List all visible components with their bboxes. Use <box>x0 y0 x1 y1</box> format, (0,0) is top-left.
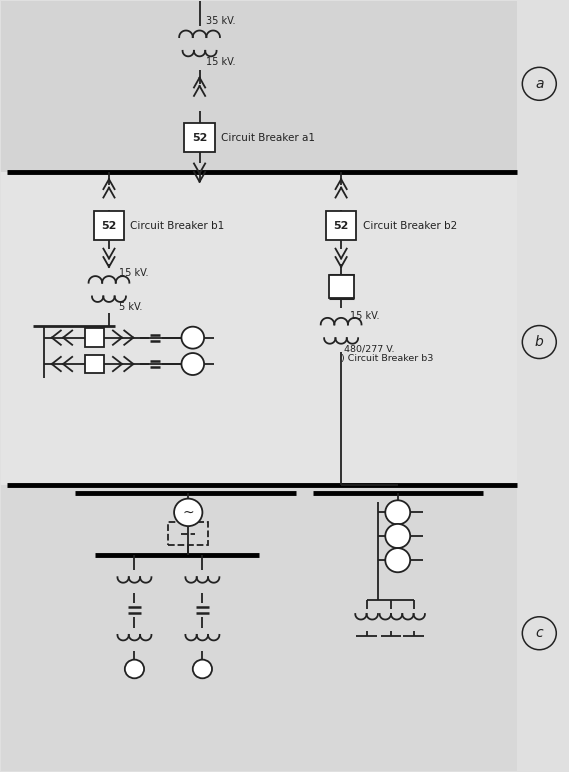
Text: 52: 52 <box>333 221 349 231</box>
Text: ) Circuit Breaker b3: ) Circuit Breaker b3 <box>341 354 434 363</box>
Text: ~: ~ <box>183 506 194 520</box>
Text: Circuit Breaker b2: Circuit Breaker b2 <box>362 221 457 231</box>
Circle shape <box>193 659 212 679</box>
Bar <box>94 211 124 240</box>
Text: 5 kV.: 5 kV. <box>119 302 143 312</box>
Bar <box>85 328 105 347</box>
Bar <box>329 275 353 298</box>
Bar <box>326 211 356 240</box>
Bar <box>184 123 215 153</box>
Bar <box>1 171 517 485</box>
Text: 52: 52 <box>192 133 207 143</box>
Text: 15 kV.: 15 kV. <box>207 57 236 67</box>
Bar <box>85 354 105 374</box>
Text: a: a <box>535 76 543 91</box>
Circle shape <box>182 327 204 349</box>
Text: 15 kV.: 15 kV. <box>119 269 149 279</box>
Bar <box>1 485 517 770</box>
Circle shape <box>385 524 410 548</box>
Circle shape <box>174 499 203 526</box>
Text: Circuit Breaker a1: Circuit Breaker a1 <box>221 133 315 143</box>
Text: 35 kV.: 35 kV. <box>207 15 236 25</box>
Text: Circuit Breaker b1: Circuit Breaker b1 <box>130 221 225 231</box>
Circle shape <box>182 353 204 375</box>
Text: 52: 52 <box>101 221 117 231</box>
Bar <box>168 523 208 545</box>
Circle shape <box>385 500 410 524</box>
Text: 15 kV.: 15 kV. <box>349 311 379 321</box>
Circle shape <box>125 659 144 679</box>
Circle shape <box>385 548 410 572</box>
Bar <box>1 2 517 171</box>
Text: c: c <box>535 626 543 640</box>
Text: b: b <box>535 335 543 349</box>
Text: 480/277 V.: 480/277 V. <box>344 344 394 353</box>
